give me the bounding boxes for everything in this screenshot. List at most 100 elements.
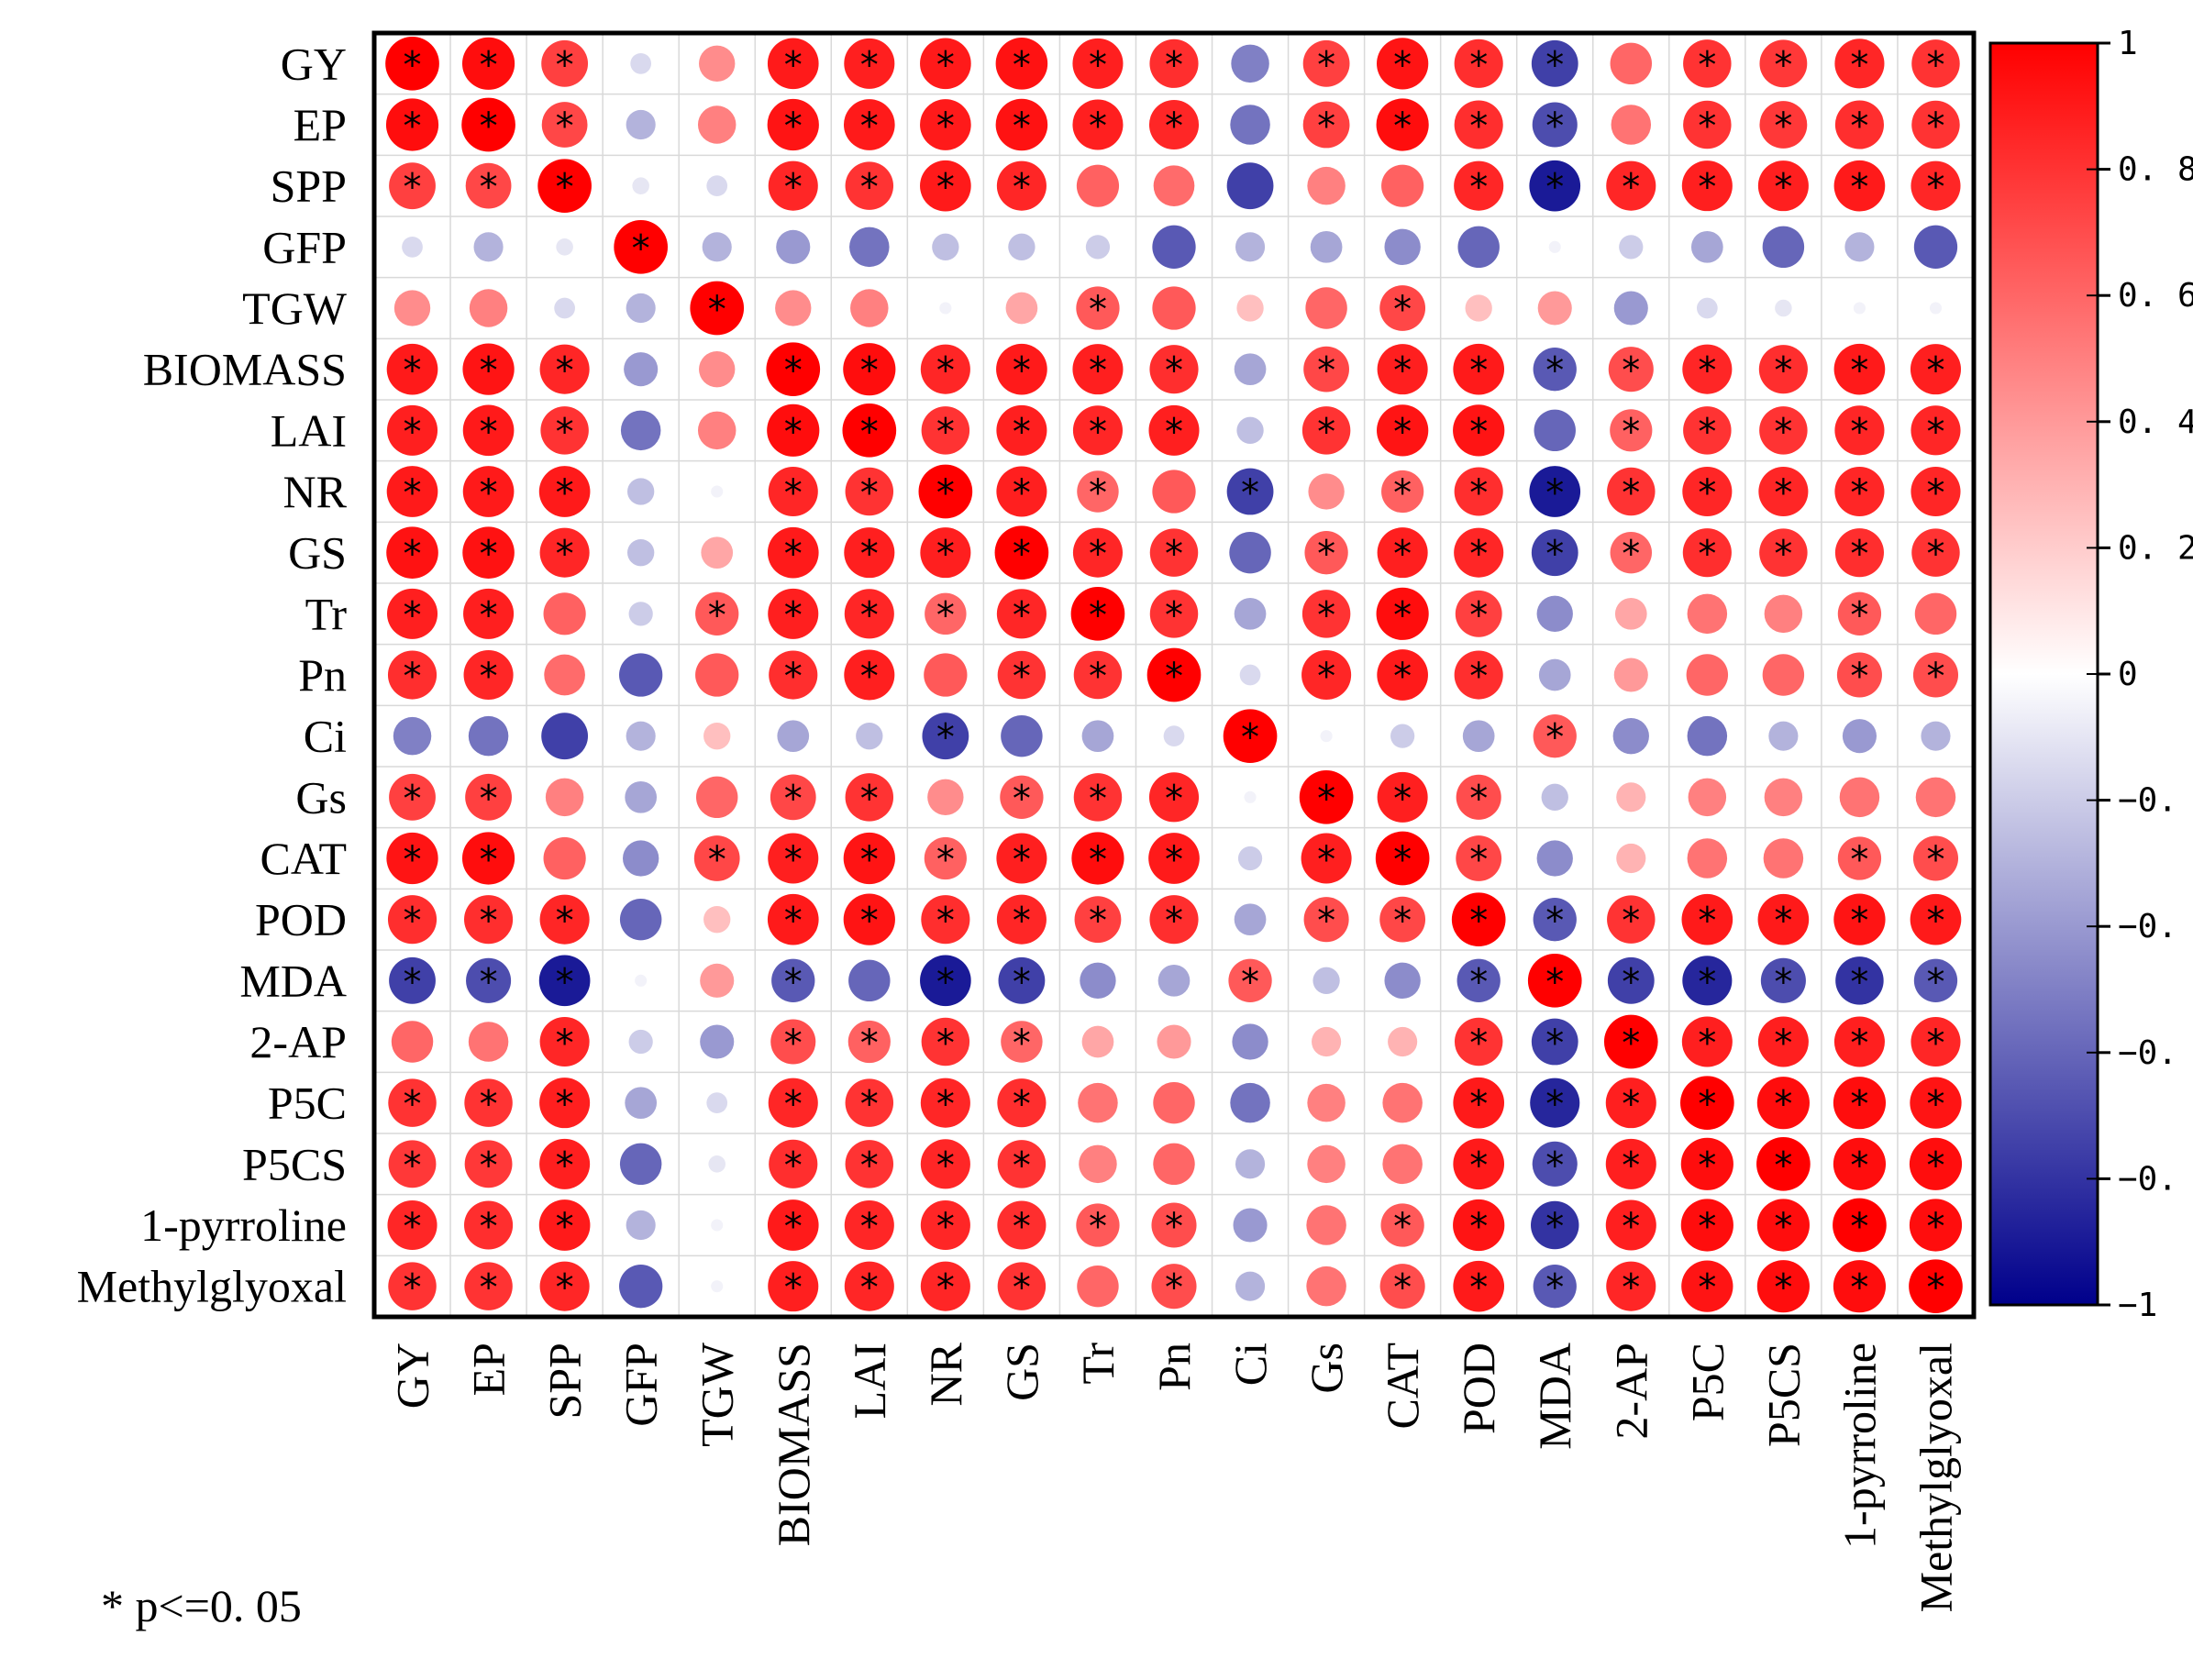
x-tick-label: Pn <box>1148 1343 1200 1391</box>
significance-star: * <box>1926 534 1944 576</box>
corr-circle <box>1390 724 1415 748</box>
significance-star: * <box>1850 1022 1868 1065</box>
corr-circle <box>768 1261 819 1312</box>
x-tick-label: GY <box>387 1343 438 1409</box>
corr-circle <box>843 343 896 396</box>
significance-star: * <box>860 1084 879 1126</box>
corr-circle <box>1613 291 1648 326</box>
significance-star: * <box>1926 1144 1944 1187</box>
significance-star: * <box>1469 105 1488 148</box>
corr-circle <box>702 232 732 262</box>
corr-circle <box>464 895 514 945</box>
corr-circle <box>927 779 964 816</box>
significance-star: * <box>784 1084 803 1126</box>
corr-circle <box>1529 466 1581 517</box>
significance-star: * <box>1774 1022 1792 1065</box>
significance-star: * <box>1469 44 1488 86</box>
corr-circle <box>1681 893 1733 945</box>
corr-circle <box>1833 1260 1887 1313</box>
significance-star: * <box>1013 1084 1031 1126</box>
significance-star: * <box>1089 594 1107 636</box>
corr-circle <box>775 290 812 326</box>
corr-circle <box>1152 470 1196 514</box>
corr-circle <box>539 1261 590 1311</box>
corr-circle <box>1683 406 1732 455</box>
x-tick-label: BIOMASS <box>768 1343 819 1546</box>
significance-star: * <box>784 1022 803 1065</box>
significance-star: * <box>860 778 879 820</box>
significance-star: * <box>860 594 879 636</box>
significance-star: * <box>480 961 498 1003</box>
corr-circle <box>1531 39 1578 87</box>
corr-circle <box>1756 1199 1810 1252</box>
corr-circle <box>1616 782 1646 812</box>
corr-circle <box>1305 287 1347 329</box>
significance-star: * <box>1774 961 1792 1003</box>
significance-star: * <box>936 411 955 453</box>
significance-star: * <box>1165 105 1183 148</box>
corr-circle <box>1608 347 1654 392</box>
corr-circle <box>464 1262 513 1310</box>
corr-circle <box>1076 164 1120 207</box>
corr-circle <box>1312 967 1340 995</box>
significance-star: * <box>556 105 574 148</box>
significance-star: * <box>1698 1022 1716 1065</box>
corr-circle <box>468 1022 509 1062</box>
corr-circle <box>466 957 512 1003</box>
corr-circle <box>766 342 821 396</box>
corr-circle <box>1764 594 1803 634</box>
corr-circle <box>1915 777 1956 818</box>
significance-star: * <box>1469 472 1488 514</box>
significance-star: * <box>480 167 498 209</box>
significance-star: * <box>480 839 498 881</box>
corr-circle <box>461 832 515 885</box>
corr-circle <box>1072 344 1124 395</box>
significance-star: * <box>1089 105 1107 148</box>
significance-star: * <box>1089 778 1107 820</box>
significance-star: * <box>1774 105 1792 148</box>
corr-circle <box>387 588 438 639</box>
colorbar-tick-label: 0. 6 <box>2118 277 2193 315</box>
corr-circle <box>619 1143 662 1186</box>
corr-circle <box>1833 160 1886 212</box>
corr-circle <box>388 1140 437 1188</box>
corr-circle <box>708 1155 725 1173</box>
significance-star: * <box>1774 1267 1792 1310</box>
corr-circle <box>387 650 437 700</box>
corr-circle <box>1379 1264 1425 1310</box>
x-tick-label: 1-pyrroline <box>1833 1343 1885 1549</box>
x-tick-label: NR <box>920 1342 971 1406</box>
significance-star: * <box>708 289 726 331</box>
significance-star: * <box>1545 167 1564 209</box>
corr-circle <box>1532 102 1578 148</box>
corr-circle <box>1234 353 1267 386</box>
colorbar-tick-label: −0. 6 <box>2118 1034 2193 1072</box>
significance-star: * <box>1165 1267 1183 1310</box>
corr-circle <box>1453 1260 1505 1312</box>
corr-circle <box>628 602 653 626</box>
corr-circle <box>1229 531 1271 574</box>
corr-circle <box>539 344 590 394</box>
significance-star: * <box>1774 350 1792 392</box>
corr-circle <box>537 159 592 214</box>
corr-circle <box>387 404 438 456</box>
significance-star: * <box>1698 472 1716 514</box>
y-tick-label: 2-AP <box>249 1016 347 1067</box>
corr-circle <box>1149 590 1199 638</box>
significance-star: * <box>936 105 955 148</box>
significance-star: * <box>936 534 955 576</box>
significance-star: * <box>1774 1084 1792 1126</box>
corr-circle <box>1687 593 1728 635</box>
corr-circle <box>997 1262 1047 1310</box>
corr-circle <box>389 956 436 1004</box>
significance-star: * <box>1698 105 1716 148</box>
corr-circle <box>697 411 737 450</box>
corr-circle <box>925 592 967 636</box>
significance-star: * <box>404 961 422 1003</box>
corr-circle <box>920 160 971 212</box>
significance-star: * <box>784 44 803 86</box>
corr-circle <box>1913 958 1958 1002</box>
significance-star: * <box>1545 534 1564 576</box>
corr-circle <box>1072 405 1123 456</box>
significance-star: * <box>784 594 803 636</box>
